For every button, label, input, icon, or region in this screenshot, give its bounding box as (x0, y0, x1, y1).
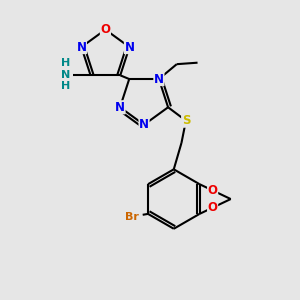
Text: N: N (139, 118, 149, 131)
Text: H
N
H: H N H (61, 58, 70, 91)
Text: N: N (154, 73, 164, 85)
Text: N: N (124, 40, 134, 54)
Text: O: O (208, 184, 218, 197)
Text: O: O (208, 201, 218, 214)
Text: Br: Br (125, 212, 139, 222)
Text: N: N (76, 40, 86, 54)
Text: N: N (115, 101, 125, 114)
Text: O: O (100, 23, 110, 36)
Text: S: S (182, 114, 190, 127)
